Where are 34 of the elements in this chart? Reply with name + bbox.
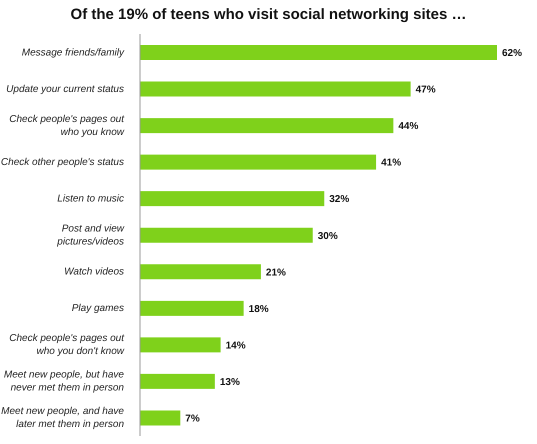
data-label: 21% bbox=[266, 267, 286, 278]
chart-title: Of the 19% of teens who visit social networking sites … bbox=[70, 5, 468, 25]
data-label: 41% bbox=[381, 158, 402, 169]
data-label: 47% bbox=[416, 84, 436, 96]
y-tick-label: Meet new people, and have later met them in person bbox=[1, 406, 124, 430]
data-label: 7% bbox=[185, 414, 200, 425]
data-label: 44% bbox=[398, 121, 418, 132]
bar bbox=[140, 228, 313, 243]
y-tick-label: Watch videos bbox=[64, 266, 124, 278]
bar bbox=[140, 374, 215, 389]
data-label: 62% bbox=[502, 48, 522, 60]
data-label: 14% bbox=[226, 340, 246, 352]
bar bbox=[140, 82, 411, 97]
y-tick-label: Check people's pages out who you know bbox=[9, 114, 126, 138]
data-label: 18% bbox=[248, 304, 269, 315]
bar bbox=[140, 45, 497, 60]
y-tick-label: Update your current status bbox=[6, 83, 124, 94]
data-label: 30% bbox=[318, 230, 338, 242]
y-tick-label: Check other people's status bbox=[0, 156, 124, 168]
bar bbox=[140, 118, 394, 134]
y-tick-label: Message friends/family bbox=[22, 46, 125, 58]
y-tick-label: Post and view pictures/videos bbox=[56, 223, 125, 248]
y-tick-label: Play games bbox=[72, 302, 124, 314]
data-label: 13% bbox=[220, 376, 240, 388]
data-label: 32% bbox=[329, 194, 350, 206]
bar bbox=[140, 154, 376, 170]
y-tick-label: Check people's pages out who you don't know bbox=[9, 332, 126, 357]
bar bbox=[140, 191, 324, 206]
y-tick-label: Meet new people, but have never met them in person bbox=[4, 369, 124, 394]
bar bbox=[140, 337, 221, 352]
y-tick-label: Listen to music bbox=[57, 193, 124, 204]
bar bbox=[140, 410, 180, 426]
bar bbox=[140, 300, 244, 316]
bar bbox=[140, 264, 261, 280]
